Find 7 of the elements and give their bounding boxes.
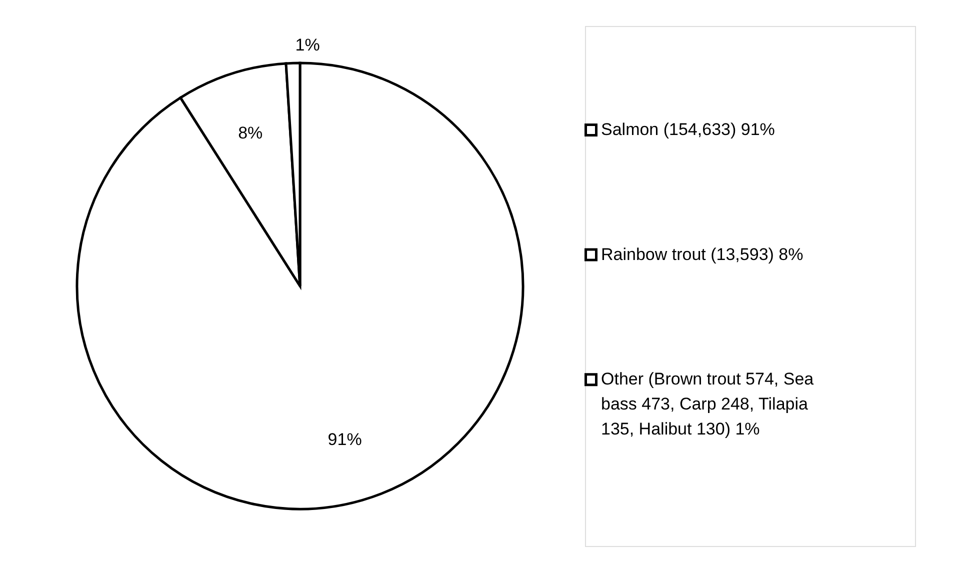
legend-label: Salmon (154,633) 91% [601,120,775,139]
legend-label: Rainbow trout (13,593) 8% [601,244,804,264]
data-label: 8% [238,123,263,142]
data-label: 91% [328,430,362,450]
data-label: 1% [295,35,320,54]
legend-label: Other (Brown trout 574, Sea bass 473, Carp 248, Tilapia 135, Halibut 130) 1% [601,370,814,439]
pie-slice [76,62,524,510]
